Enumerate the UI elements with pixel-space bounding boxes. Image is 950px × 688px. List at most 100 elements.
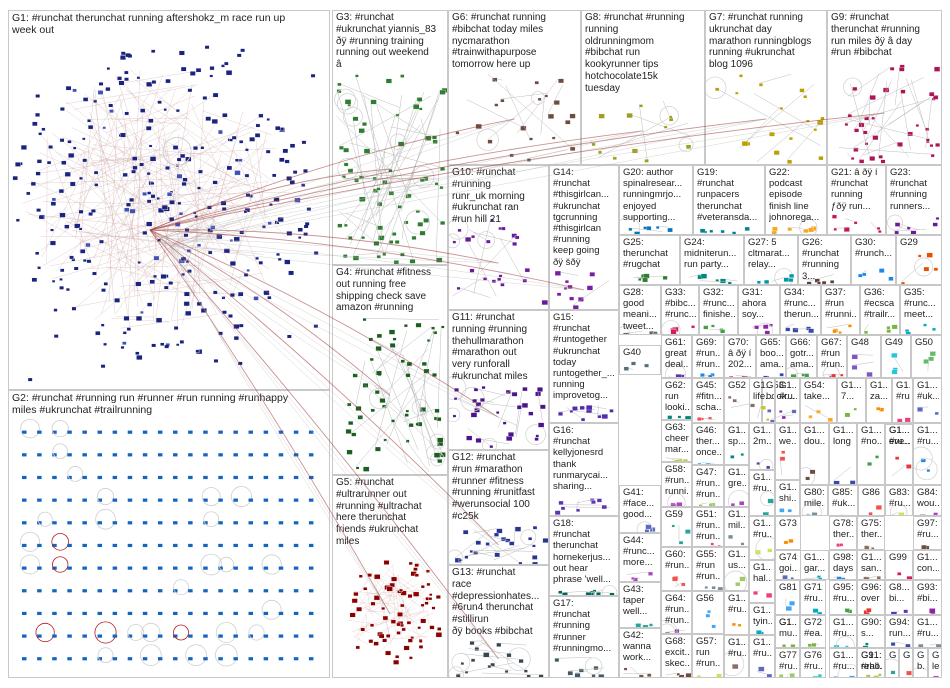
group-label-g2: G2: #runchat #running run #runner #run r… bbox=[12, 392, 289, 417]
group-label-gc8: G1... 7... bbox=[841, 380, 862, 403]
group-panel-gb5: G1... we... bbox=[775, 423, 800, 480]
group-label-g46: G46: ther... once... bbox=[696, 425, 721, 459]
group-label-g61: G61: great deal... bbox=[665, 337, 689, 371]
group-label-g86: G86 bbox=[862, 487, 880, 498]
group-label-g57: G57: run #run... bbox=[696, 636, 721, 670]
group-nodes-g55 bbox=[704, 586, 723, 590]
group-panel-g19: G19: #runchat runpacers therunchat #vete… bbox=[693, 165, 765, 235]
group-panel-g7: G7: #runchat running ukrunchat day marat… bbox=[705, 10, 827, 165]
group-panel-g17: G17: #runchat #running #runner #runningm… bbox=[549, 596, 619, 678]
group-nodes-gc4 bbox=[801, 467, 816, 484]
group-panel-g42: G42: wanna work... bbox=[619, 628, 661, 678]
group-label-g69: G69: #run... #run... bbox=[696, 337, 721, 371]
group-panel-g13: G13: #runchat race #depressionhates... #… bbox=[448, 565, 549, 678]
group-label-g48: G48 bbox=[851, 337, 869, 348]
group-nodes-gb1 bbox=[779, 508, 792, 513]
group-nodes-gd7 bbox=[833, 663, 856, 677]
group-panel-g97: G97: #ru... bbox=[913, 516, 942, 550]
group-label-g1: G1: #runchat therunchat running aftersho… bbox=[12, 12, 286, 37]
group-label-g80: G80: mile... bbox=[804, 487, 825, 510]
group-panel-g88: G8... bi... bbox=[885, 580, 913, 615]
group-label-ge3: G1... #ru... bbox=[889, 425, 910, 448]
group-label-g71: G71: #ru... bbox=[804, 582, 823, 605]
group-nodes-g67 bbox=[821, 365, 844, 377]
group-nodes-g96 bbox=[863, 608, 872, 614]
group-label-gb9: G1... #ru... bbox=[779, 380, 797, 403]
group-label-g77: G77: #ru... bbox=[779, 650, 797, 673]
group-nodes-g98 bbox=[833, 576, 846, 579]
group-panel-g21: G21: â ðÿ í #runchat running ƒðÿ run... bbox=[827, 165, 886, 235]
group-label-gb3: G1... gre... bbox=[728, 467, 746, 490]
group-panel-gc9: G1... za... bbox=[866, 378, 892, 423]
group-nodes-g32 bbox=[703, 324, 726, 334]
group-panel-gd4: G1... reall... bbox=[857, 648, 885, 678]
group-label-gc7: G1... gar... bbox=[804, 552, 826, 575]
group-label-g10: G10: #runchat #running runr_uk morning #… bbox=[452, 167, 525, 226]
group-nodes-g47 bbox=[698, 502, 716, 506]
group-panel-g90: G90: s... bbox=[857, 615, 885, 648]
group-label-g85: G85: #uk... bbox=[832, 487, 855, 510]
group-panel-g22: G22: podcast episode finish line johnore… bbox=[765, 165, 827, 235]
group-label-g5: G5: #runchat #ultrarunner out #running #… bbox=[336, 477, 422, 547]
group-panel-g62: G62: run looki... bbox=[661, 378, 692, 420]
group-panel-g77: G77: #ru... bbox=[775, 648, 800, 678]
group-panel-g50: G50 bbox=[911, 335, 942, 378]
group-panel-gd9: G... le... bbox=[928, 648, 942, 678]
group-panel-g86: G86 bbox=[858, 485, 885, 516]
group-panel-g25: G25: therunchat #rugchat bbox=[619, 235, 680, 285]
group-label-g34: G34: #runc... therun... bbox=[784, 287, 818, 321]
group-nodes-gc1 bbox=[833, 466, 856, 484]
group-label-g68: G68: excit... skec... bbox=[665, 636, 689, 670]
group-panel-g16: G16: #runchat kellyjonesrd thank runmary… bbox=[549, 423, 619, 516]
group-nodes-ge2 bbox=[906, 670, 912, 676]
group-label-g72: G72: #ea... bbox=[804, 617, 823, 640]
group-label-g25: G25: therunchat #rugchat bbox=[623, 237, 668, 271]
group-panel-g59: G59 bbox=[661, 507, 692, 547]
group-panel-g8: G8: #runchat #running running oldrunning… bbox=[581, 10, 705, 165]
group-panel-g23: G23: #runchat #running runners... bbox=[886, 165, 942, 235]
group-panel-ge4: G1... bbox=[775, 615, 800, 648]
group-label-gd3: G1... con... bbox=[917, 552, 939, 575]
group-nodes-gb9 bbox=[779, 410, 794, 420]
group-panel-ga6: G1... #ru... bbox=[829, 615, 857, 648]
group-panel-g70: G70: â ðÿ í 202... bbox=[724, 335, 756, 378]
group-nodes-ga5 bbox=[725, 651, 745, 677]
group-nodes-g25 bbox=[633, 273, 668, 283]
group-nodes-g43 bbox=[634, 623, 653, 627]
group-label-g45: G45: #fitn... scha... bbox=[696, 380, 721, 414]
group-label-gd6: G1... #ru... bbox=[917, 617, 939, 640]
group-panel-gc5: G1... #ru... bbox=[913, 423, 942, 485]
group-label-g22: G22: podcast episode finish line johnore… bbox=[769, 167, 820, 223]
group-label-gc2: G1... #no... bbox=[861, 425, 882, 448]
group-panel-g78: G78: ther... bbox=[829, 516, 857, 550]
group-panel-gb1: G1... shi... bbox=[775, 480, 800, 516]
group-panel-g12: G12: #runchat #run #marathon #runner #fi… bbox=[448, 450, 549, 565]
group-label-gb1: G1... shi... bbox=[779, 482, 797, 505]
group-label-g83: G83: #ru... bbox=[889, 487, 910, 510]
group-nodes-g99 bbox=[897, 572, 912, 579]
group-panel-g14: G14: #runchat #thisgirlcan... #ukrunchat… bbox=[549, 165, 619, 310]
group-label-gd2: G1... san... bbox=[861, 552, 882, 575]
group-panel-g60: G60: #run... bbox=[661, 547, 692, 591]
group-label-ga5: G1... #ru... bbox=[728, 637, 746, 660]
group-panel-g4: G4: #runchat #fitness out running free s… bbox=[332, 265, 448, 475]
group-label-g14: G14: #runchat #thisgirlcan... #ukrunchat… bbox=[553, 167, 609, 268]
group-nodes-g52 bbox=[727, 395, 755, 408]
group-label-g66: G66: gotr... ama... bbox=[790, 337, 814, 371]
group-nodes-g51 bbox=[710, 542, 721, 546]
group-label-gd5: G1... #ru... bbox=[896, 380, 910, 403]
group-panel-g20: G20: author spinalresear... runningmrjo.… bbox=[619, 165, 693, 235]
group-label-g21: G21: â ðÿ í #runchat running ƒðÿ run... bbox=[831, 167, 878, 212]
group-nodes-g35 bbox=[904, 323, 936, 334]
group-label-gb8: G1... life... bbox=[753, 380, 772, 403]
group-label-g90: G90: s... bbox=[861, 617, 882, 640]
group-nodes-g97 bbox=[921, 544, 930, 549]
group-panel-g26: G26: #runchat #running 3... bbox=[798, 235, 851, 285]
group-label-ga4: G1... #ru... bbox=[753, 637, 772, 660]
group-panel-g43: G43: taper well... bbox=[619, 582, 661, 628]
group-label-g84: G84: wou... bbox=[917, 487, 939, 510]
group-panel-g81: G81 bbox=[775, 580, 800, 615]
group-label-g52: G52 bbox=[728, 380, 746, 391]
group-panel-g52: G52 bbox=[724, 378, 762, 423]
group-nodes-g93 bbox=[929, 608, 936, 614]
